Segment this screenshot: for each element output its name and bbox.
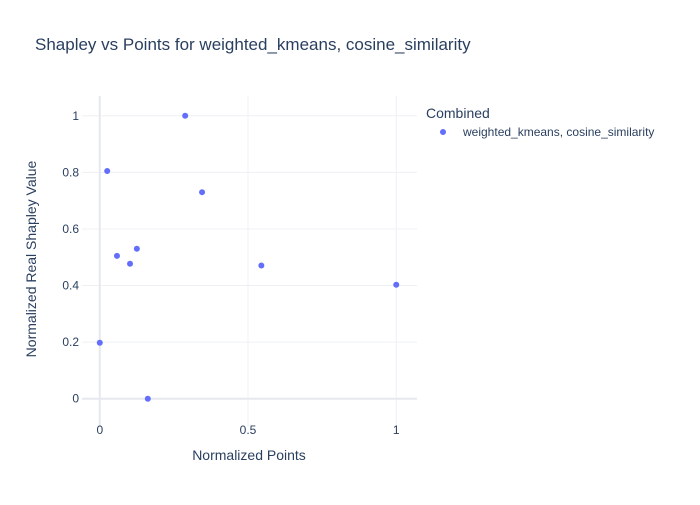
legend[interactable]: Combined weighted_kmeans, cosine_similar… <box>426 105 654 139</box>
data-point[interactable] <box>96 339 103 346</box>
zero-lines <box>82 96 417 427</box>
y-axis-title: Normalized Real Shapley Value <box>23 160 39 357</box>
y-tick-label: 0.4 <box>62 279 79 293</box>
plot-area: 0 0.5 1 00.20.40.60.81 <box>62 96 417 437</box>
legend-label: weighted_kmeans, cosine_similarity <box>462 125 654 139</box>
x-tick-label: 0 <box>96 423 103 437</box>
grid-lines <box>82 96 417 427</box>
data-point[interactable] <box>104 167 111 174</box>
y-tick-label: 0 <box>72 392 79 406</box>
legend-marker <box>440 129 446 135</box>
data-point[interactable] <box>182 112 189 119</box>
x-axis-title: Normalized Points <box>192 447 306 463</box>
y-tick-labels: 0 0.2 0.4 0.6 0.8 1 <box>62 109 79 406</box>
y-tick-label: 0.6 <box>62 222 79 236</box>
data-points <box>96 112 400 402</box>
chart-title: Shapley vs Points for weighted_kmeans, c… <box>35 35 471 54</box>
data-point[interactable] <box>113 252 120 259</box>
data-point[interactable] <box>127 260 134 267</box>
x-tick-label: 1 <box>393 423 400 437</box>
x-tick-labels: 0 0.5 1 <box>96 423 399 437</box>
data-point[interactable] <box>258 262 265 269</box>
data-point[interactable] <box>144 395 151 402</box>
data-point[interactable] <box>133 245 140 252</box>
y-tick-label: 0.8 <box>62 165 79 179</box>
data-point[interactable] <box>199 189 206 196</box>
legend-title: Combined <box>426 105 490 121</box>
data-point[interactable] <box>393 281 400 288</box>
y-tick-label: 1 <box>72 109 79 123</box>
x-tick-label: 0.5 <box>240 423 257 437</box>
y-tick-label: 0.2 <box>62 335 79 349</box>
legend-item[interactable]: weighted_kmeans, cosine_similarity <box>440 125 654 139</box>
